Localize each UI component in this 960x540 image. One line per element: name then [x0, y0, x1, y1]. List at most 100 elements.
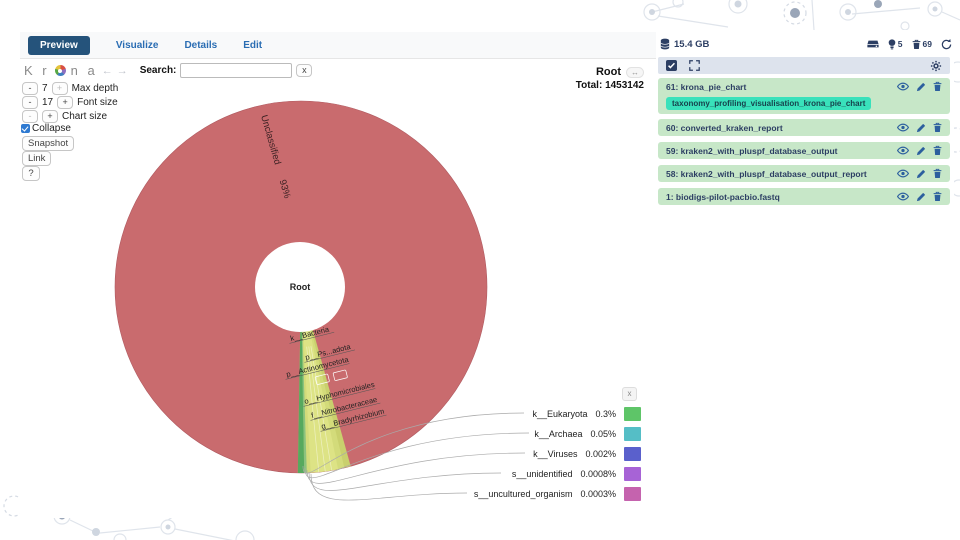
trash-icon[interactable]	[933, 191, 942, 202]
legend-row-unidentified: s__unidentified 0.0008%	[400, 466, 641, 481]
font-size-control: - 17 + Font size	[22, 96, 118, 109]
eye-icon[interactable]	[897, 146, 909, 155]
history-toolbar	[658, 57, 950, 74]
dataset-tag[interactable]: taxonomy_profiling_visualisation_krona_p…	[666, 97, 872, 110]
eye-icon[interactable]	[897, 192, 909, 201]
legend-row-eukaryota: k__Eukaryota 0.3%	[400, 406, 641, 421]
history-item[interactable]: 59: kraken2_with_pluspf_database_output	[658, 142, 950, 159]
snapshot-button[interactable]: Snapshot	[22, 136, 75, 151]
storage-icon[interactable]	[867, 39, 879, 49]
eye-icon[interactable]	[897, 82, 909, 91]
max-depth-control: - 7 + Max depth	[22, 82, 118, 95]
krona-pie-chart: Root Unclassified93% k__Bacteria p__Ps..…	[114, 100, 530, 501]
deleted-items-indicator[interactable]: 69	[912, 39, 932, 50]
max-depth-minus-button[interactable]: -	[22, 82, 38, 95]
hidden-count: 5	[897, 39, 903, 49]
back-arrow-icon[interactable]: ←	[101, 64, 113, 77]
krona-header-row: K r n a ← → Search: x	[24, 63, 313, 78]
hidden-items-indicator[interactable]: 5	[888, 38, 903, 50]
help-button[interactable]: ?	[22, 166, 40, 181]
history-header: 15.4 GB 5 69	[660, 36, 952, 52]
chart-size-plus-button[interactable]: +	[42, 110, 58, 123]
chart-center-root[interactable]	[255, 242, 345, 332]
trash-icon[interactable]	[933, 122, 942, 133]
legend-percent: 0.3%	[595, 408, 616, 419]
preview-tabbar: Preview Visualize Details Edit	[20, 32, 656, 59]
legend-swatch[interactable]	[624, 466, 641, 481]
trash-icon[interactable]	[933, 145, 942, 156]
font-size-label: Font size	[77, 97, 118, 108]
total-value: 1453142	[605, 80, 644, 91]
deleted-count: 69	[922, 39, 932, 49]
tab-visualize[interactable]: Visualize	[115, 39, 159, 51]
legend-percent: 0.0003%	[580, 488, 616, 499]
pencil-icon[interactable]	[916, 192, 926, 202]
collapse-control: Collapse	[21, 123, 71, 134]
legend-label: k__Eukaryota	[532, 408, 588, 419]
link-button[interactable]: Link	[22, 151, 52, 166]
legend-swatch[interactable]	[624, 406, 641, 421]
select-items-checkbox[interactable]	[666, 60, 677, 71]
forward-arrow-icon[interactable]: →	[116, 64, 128, 77]
legend-percent: 0.002%	[585, 448, 616, 459]
expand-icon[interactable]	[689, 60, 700, 71]
legend-label: k__Viruses	[533, 448, 578, 459]
history-item[interactable]: 60: converted_kraken_report	[658, 119, 950, 136]
pencil-icon[interactable]	[916, 169, 926, 179]
trash-icon[interactable]	[933, 168, 942, 179]
collapse-checkbox[interactable]	[21, 124, 30, 133]
chart-size-minus-button[interactable]: -	[22, 110, 38, 123]
legend-swatch[interactable]	[624, 426, 641, 441]
font-size-value: 17	[42, 97, 54, 108]
search-clear-button[interactable]: x	[296, 64, 313, 77]
search-label: Search:	[139, 65, 177, 76]
tab-details[interactable]: Details	[184, 39, 218, 51]
history-item[interactable]: 61: krona_pie_chart taxonomy_profiling_v…	[658, 78, 950, 114]
max-depth-label: Max depth	[71, 83, 119, 94]
legend-row-viruses: k__Viruses 0.002%	[400, 446, 641, 461]
dataset-title[interactable]: 59: kraken2_with_pluspf_database_output	[666, 145, 838, 156]
max-depth-value: 7	[42, 83, 48, 94]
slice-green-band[interactable]	[301, 287, 307, 473]
current-node-header: Root ↔	[596, 66, 644, 78]
collapsed-node-box[interactable]	[332, 369, 348, 381]
total-label: Total:	[575, 80, 603, 91]
dataset-title[interactable]: 58: kraken2_with_pluspf_database_output_…	[666, 168, 867, 179]
legend-close-button[interactable]: x	[622, 387, 637, 401]
slice-bacteria-deep-band[interactable]	[301, 287, 339, 473]
search-input[interactable]	[180, 63, 293, 78]
max-depth-plus-button[interactable]: +	[51, 82, 68, 95]
dataset-title[interactable]: 60: converted_kraken_report	[666, 122, 783, 133]
wedge-separators	[306, 346, 333, 473]
history-item[interactable]: 58: kraken2_with_pluspf_database_output_…	[658, 165, 950, 182]
database-icon	[660, 38, 670, 50]
slice-green-edge[interactable]	[297, 287, 305, 474]
pencil-icon[interactable]	[916, 82, 926, 92]
legend-row-archaea: k__Archaea 0.05%	[400, 426, 641, 441]
history-size: 15.4 GB	[674, 38, 710, 50]
dataset-title[interactable]: 1: biodigs-pilot-pacbio.fastq	[666, 191, 780, 202]
history-item[interactable]: 1: biodigs-pilot-pacbio.fastq	[658, 188, 950, 205]
pencil-icon[interactable]	[916, 123, 926, 133]
pencil-icon[interactable]	[916, 146, 926, 156]
krona-logo-left: K r	[24, 63, 50, 78]
tab-preview[interactable]: Preview	[28, 35, 90, 55]
font-size-plus-button[interactable]: +	[57, 96, 74, 109]
tab-edit[interactable]: Edit	[243, 39, 263, 51]
current-node-label: Root	[595, 66, 621, 78]
legend-swatch[interactable]	[624, 486, 641, 501]
refresh-icon[interactable]	[941, 38, 952, 50]
eye-icon[interactable]	[897, 123, 909, 132]
legend-swatch[interactable]	[624, 446, 641, 461]
gear-icon[interactable]	[930, 60, 942, 72]
chart-size-label: Chart size	[62, 111, 108, 122]
node-nav-icon[interactable]: ↔	[626, 66, 644, 78]
collapsed-node-box[interactable]	[314, 373, 330, 385]
dataset-title[interactable]: 61: krona_pie_chart	[666, 81, 747, 92]
total-line: Total: 1453142	[576, 80, 644, 91]
chart-center-label: Root	[290, 282, 311, 292]
lightbulb-icon	[888, 38, 896, 49]
trash-icon[interactable]	[933, 81, 942, 92]
font-size-minus-button[interactable]: -	[22, 96, 38, 109]
eye-icon[interactable]	[897, 169, 909, 178]
